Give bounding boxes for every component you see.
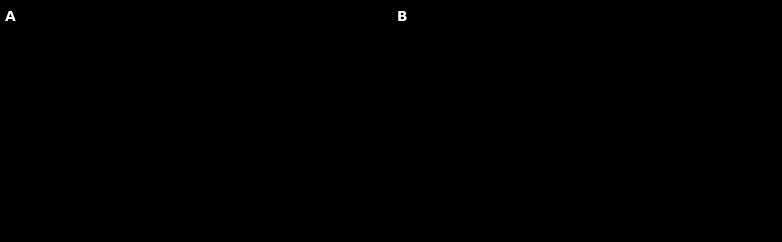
Text: A: A bbox=[5, 10, 16, 24]
Text: B: B bbox=[397, 10, 407, 24]
